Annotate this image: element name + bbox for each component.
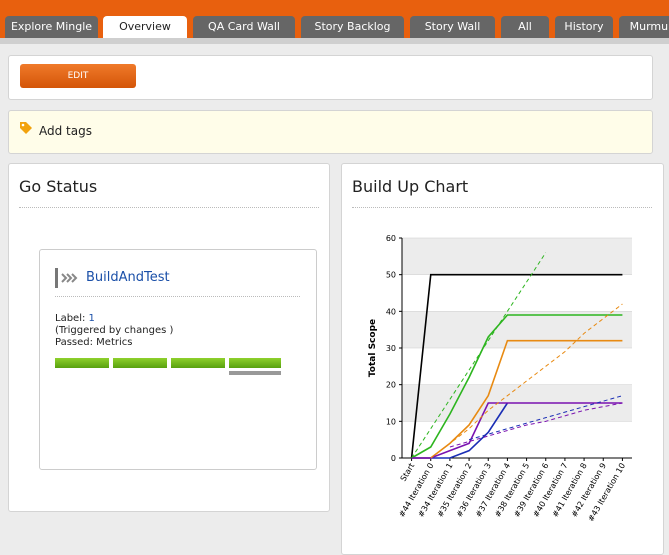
add-tags[interactable]: Add tags bbox=[39, 124, 92, 138]
y-tick-label: 0 bbox=[391, 454, 396, 463]
series-line bbox=[411, 402, 623, 459]
tab[interactable]: All bbox=[501, 16, 549, 38]
trend-line bbox=[411, 252, 547, 459]
tab[interactable]: Murmurs bbox=[619, 16, 669, 38]
sub-bar bbox=[0, 38, 669, 44]
divider bbox=[352, 207, 652, 208]
top-bar bbox=[0, 0, 669, 14]
trend-line bbox=[468, 395, 623, 441]
y-axis-label: Total Scope bbox=[368, 319, 378, 377]
grid-band bbox=[402, 238, 632, 275]
y-tick-label: 10 bbox=[386, 417, 396, 426]
tab[interactable]: History bbox=[555, 16, 613, 38]
stage-bar[interactable] bbox=[55, 358, 109, 368]
series-line bbox=[410, 273, 623, 459]
tab[interactable]: Overview bbox=[103, 16, 187, 38]
grid-band bbox=[402, 311, 632, 348]
chart-panel bbox=[341, 163, 664, 555]
stage-underline bbox=[229, 371, 281, 375]
edit-button[interactable]: EDIT bbox=[20, 64, 136, 88]
trend-line bbox=[449, 402, 623, 448]
tab[interactable]: QA Card Wall bbox=[193, 16, 295, 38]
tab-strip: Explore Mingle Overview QA Card Wall Story … bbox=[0, 14, 669, 38]
divider bbox=[19, 207, 319, 208]
panel-title: Go Status bbox=[19, 177, 98, 196]
tag-icon bbox=[20, 122, 32, 134]
passed-text: Passed: Metrics bbox=[55, 337, 133, 348]
stage-bar[interactable] bbox=[171, 358, 225, 368]
y-tick-label: 40 bbox=[386, 307, 396, 316]
trend-line bbox=[430, 303, 623, 459]
pipeline-name[interactable]: BuildAndTest bbox=[86, 270, 170, 285]
trigger-text: (Triggered by changes ) bbox=[55, 325, 174, 336]
series-line bbox=[411, 314, 623, 459]
tab[interactable]: Explore Mingle bbox=[5, 16, 98, 38]
divider bbox=[55, 296, 300, 297]
label-value[interactable]: 1 bbox=[88, 313, 95, 324]
label-key: Label: bbox=[55, 313, 86, 324]
y-tick-label: 20 bbox=[386, 381, 396, 390]
x-tick-label: Start bbox=[399, 462, 417, 483]
y-tick-label: 30 bbox=[386, 344, 396, 353]
panel-title: Build Up Chart bbox=[352, 177, 469, 196]
pipeline-icon bbox=[55, 268, 78, 288]
y-tick-label: 50 bbox=[386, 271, 396, 280]
tab[interactable]: Story Backlog bbox=[301, 16, 404, 38]
stage-bar[interactable] bbox=[229, 358, 281, 368]
label-text: Label: 1 bbox=[55, 313, 95, 324]
tags-panel bbox=[8, 110, 653, 154]
y-tick-label: 60 bbox=[386, 234, 396, 243]
stage-bar[interactable] bbox=[113, 358, 167, 368]
series-line bbox=[411, 339, 623, 459]
tab[interactable]: Story Wall bbox=[410, 16, 495, 38]
